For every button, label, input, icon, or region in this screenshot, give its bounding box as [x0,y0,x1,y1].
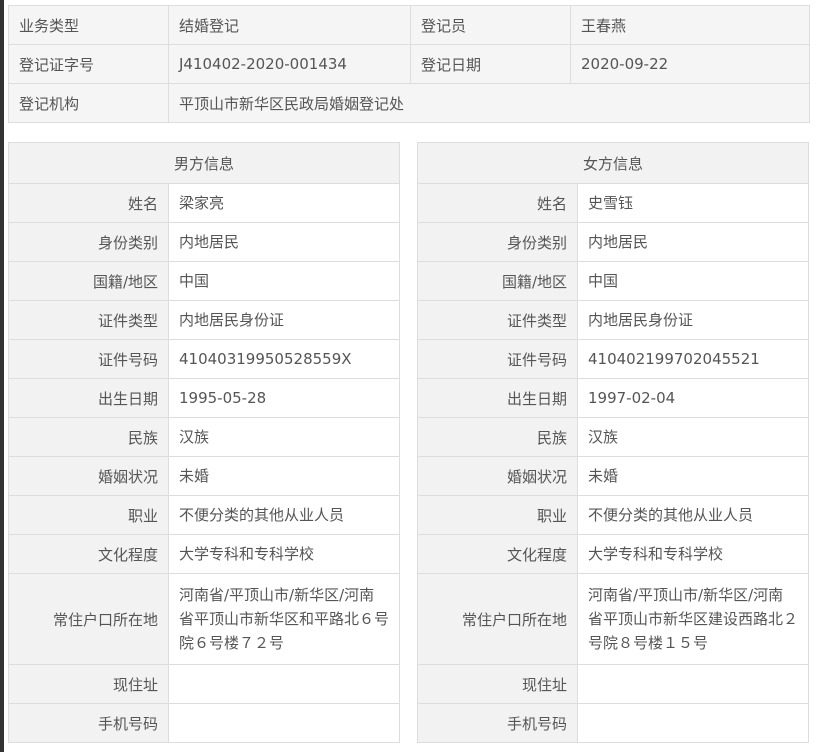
male-field-value: 内地居民 [168,222,400,262]
table-row: 登记机构 平顶山市新华区民政局婚姻登记处 [8,83,810,123]
business-type-label: 业务类型 [8,5,169,45]
female-field-value [577,664,809,704]
male-info-title: 男方信息 [8,142,400,184]
male-field-label: 身份类别 [8,222,169,262]
business-type-value: 结婚登记 [168,5,411,45]
female-field-label: 现住址 [417,664,578,704]
registration-date-value: 2020-09-22 [570,44,810,84]
male-field-value: 不便分类的其他从业人员 [168,495,400,535]
table-row: 民族 汉族 [8,417,400,457]
female-field-value: 1997-02-04 [577,378,809,418]
table-row: 民族 汉族 [417,417,809,457]
male-field-value: 河南省/平顶山市/新华区/河南省平顶山市新华区和平路北６号院６号楼７２号 [168,573,400,665]
male-field-label: 证件类型 [8,300,169,340]
table-row: 出生日期 1997-02-04 [417,378,809,418]
table-row: 常住户口所在地 河南省/平顶山市/新华区/河南省平顶山市新华区建设西路北２号院８号… [417,573,809,665]
male-field-value: 中国 [168,261,400,301]
table-row: 证件号码 410402199702045521 [417,339,809,379]
female-field-value: 河南省/平顶山市/新华区/河南省平顶山市新华区建设西路北２号院８号楼１５号 [577,573,809,665]
male-field-label: 手机号码 [8,703,169,743]
female-field-label: 证件号码 [417,339,578,379]
male-field-label: 证件号码 [8,339,169,379]
male-field-label: 出生日期 [8,378,169,418]
female-field-value [577,703,809,743]
male-field-label: 民族 [8,417,169,457]
table-row: 登记证字号 J410402-2020-001434 登记日期 2020-09-2… [8,44,810,84]
female-field-value: 大学专科和专科学校 [577,534,809,574]
table-row: 婚姻状况 未婚 [417,456,809,496]
male-field-label: 国籍/地区 [8,261,169,301]
female-field-label: 出生日期 [417,378,578,418]
table-row: 文化程度 大学专科和专科学校 [8,534,400,574]
male-field-label: 姓名 [8,183,169,223]
table-row: 手机号码 [417,703,809,743]
table-row: 身份类别 内地居民 [417,222,809,262]
male-field-value: 内地居民身份证 [168,300,400,340]
table-row: 现住址 [8,664,400,704]
male-info-table: 男方信息 姓名 梁家亮 身份类别 内地居民 国籍/地区 中国 证件类型 内地居民身份证 证件号码 4… [8,142,400,743]
registration-date-label: 登记日期 [410,44,571,84]
male-field-value [168,703,400,743]
male-field-label: 职业 [8,495,169,535]
male-field-value: 未婚 [168,456,400,496]
male-field-value: 1995-05-28 [168,378,400,418]
male-field-value: 汉族 [168,417,400,457]
male-field-label: 现住址 [8,664,169,704]
male-field-label: 文化程度 [8,534,169,574]
female-field-label: 婚姻状况 [417,456,578,496]
table-row: 出生日期 1995-05-28 [8,378,400,418]
table-row: 国籍/地区 中国 [8,261,400,301]
registration-summary-table: 业务类型 结婚登记 登记员 王春燕 登记证字号 J410402-2020-001… [8,5,810,123]
male-field-value: 41040319950528559X [168,339,400,379]
female-field-label: 姓名 [417,183,578,223]
table-row: 姓名 史雪钰 [417,183,809,223]
registration-org-label: 登记机构 [8,83,169,123]
table-row: 婚姻状况 未婚 [8,456,400,496]
table-row: 男方信息 [8,142,400,184]
male-field-value: 梁家亮 [168,183,400,223]
female-field-label: 民族 [417,417,578,457]
female-field-label: 证件类型 [417,300,578,340]
male-field-label: 婚姻状况 [8,456,169,496]
female-info-title: 女方信息 [417,142,809,184]
registrar-label: 登记员 [410,5,571,45]
table-row: 证件类型 内地居民身份证 [417,300,809,340]
female-field-label: 身份类别 [417,222,578,262]
female-field-value: 410402199702045521 [577,339,809,379]
female-info-table: 女方信息 姓名 史雪钰 身份类别 内地居民 国籍/地区 中国 证件类型 内地居民身份证 证件号码 4… [417,142,809,743]
female-field-label: 常住户口所在地 [417,573,578,665]
table-row: 业务类型 结婚登记 登记员 王春燕 [8,5,810,45]
table-row: 文化程度 大学专科和专科学校 [417,534,809,574]
registration-org-value: 平顶山市新华区民政局婚姻登记处 [168,83,810,123]
female-field-value: 不便分类的其他从业人员 [577,495,809,535]
certificate-number-value: J410402-2020-001434 [168,44,411,84]
female-field-label: 国籍/地区 [417,261,578,301]
table-row: 姓名 梁家亮 [8,183,400,223]
female-field-value: 汉族 [577,417,809,457]
table-row: 证件号码 41040319950528559X [8,339,400,379]
window-edge [0,0,4,752]
table-row: 职业 不便分类的其他从业人员 [417,495,809,535]
male-field-value: 大学专科和专科学校 [168,534,400,574]
certificate-number-label: 登记证字号 [8,44,169,84]
female-field-value: 内地居民身份证 [577,300,809,340]
table-row: 证件类型 内地居民身份证 [8,300,400,340]
female-field-label: 文化程度 [417,534,578,574]
female-field-value: 中国 [577,261,809,301]
table-row: 女方信息 [417,142,809,184]
female-field-value: 内地居民 [577,222,809,262]
table-row: 现住址 [417,664,809,704]
table-row: 身份类别 内地居民 [8,222,400,262]
male-field-value [168,664,400,704]
female-field-label: 手机号码 [417,703,578,743]
registrar-value: 王春燕 [570,5,810,45]
table-row: 常住户口所在地 河南省/平顶山市/新华区/河南省平顶山市新华区和平路北６号院６号楼… [8,573,400,665]
male-field-label: 常住户口所在地 [8,573,169,665]
female-field-label: 职业 [417,495,578,535]
female-field-value: 未婚 [577,456,809,496]
table-row: 职业 不便分类的其他从业人员 [8,495,400,535]
female-field-value: 史雪钰 [577,183,809,223]
table-row: 手机号码 [8,703,400,743]
table-row: 国籍/地区 中国 [417,261,809,301]
